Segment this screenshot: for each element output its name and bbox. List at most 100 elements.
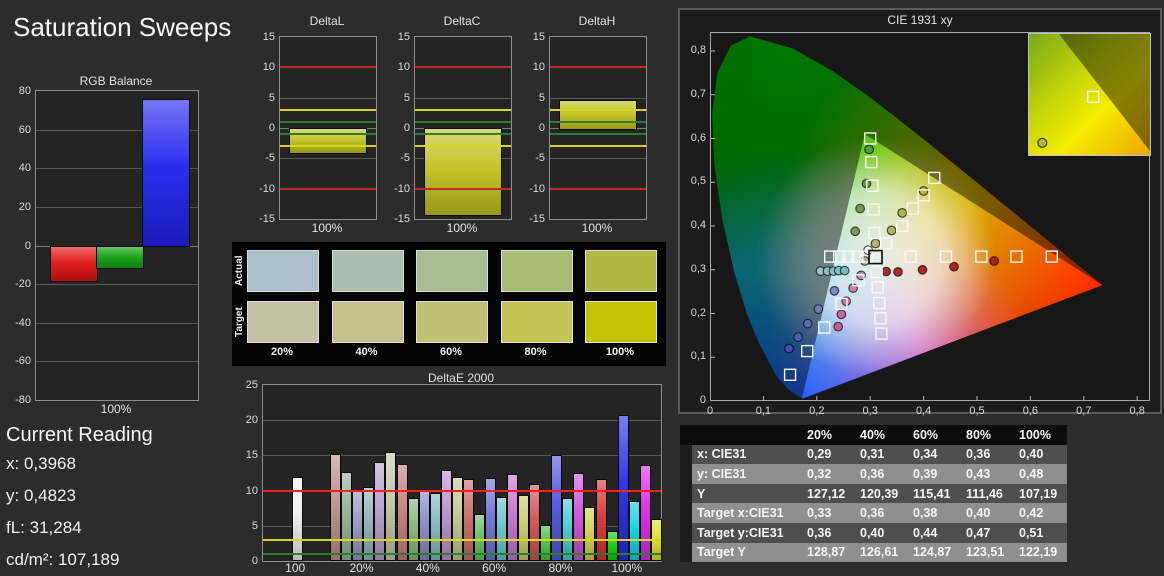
inset-target-point: [1086, 90, 1100, 104]
swatch-comparison-panel: Actual Target 20% 40% 60% 80% 100%: [232, 242, 666, 366]
table-header-row: 20% 40% 60% 80% 100%: [680, 425, 1067, 445]
swatch-target-80%: [500, 301, 573, 343]
delta-e-bar: [463, 478, 475, 561]
gridline: [280, 158, 376, 160]
measurement-point: [802, 318, 813, 329]
y-axis-tick-label: 0: [538, 122, 545, 134]
y-axis-tick-label: 80: [18, 85, 31, 97]
delta-h-title: DeltaH: [578, 14, 616, 28]
gridline: [280, 97, 376, 99]
delta-e-bar: [291, 477, 303, 561]
limit-line: [280, 145, 376, 148]
table-gutter-cell: [680, 483, 692, 504]
measurement-point: [881, 266, 892, 277]
delta-l-title: DeltaL: [309, 14, 345, 28]
swatch-row-label: Actual: [234, 255, 245, 287]
y-axis-tick-label: 10: [262, 61, 275, 74]
table-value-cell: 40%: [855, 425, 908, 445]
table-gutter-cell: [680, 503, 692, 523]
delta-e-group-20%: [329, 385, 397, 561]
measurement-point: [855, 203, 866, 214]
table-label-cell: [692, 425, 802, 445]
limit-line: [550, 66, 646, 69]
limit-line: [263, 489, 661, 492]
gridline: [550, 158, 646, 160]
limit-line: [550, 120, 646, 123]
delta-e-group-label: 100%: [611, 561, 643, 575]
y-axis-tick-label: -15: [529, 213, 545, 225]
table-value-cell: 60%: [908, 425, 961, 445]
page-title: Saturation Sweeps: [13, 12, 232, 42]
delta-e-group-label: 40%: [415, 561, 440, 575]
reading-label-x: x:: [6, 454, 20, 473]
measurement-point: [784, 343, 794, 354]
delta-e-bar: [396, 463, 408, 561]
gridline: [36, 206, 198, 208]
bar: [558, 100, 638, 130]
reading-value-cdm2: 107,189: [57, 550, 120, 569]
delta-c-title: DeltaC: [443, 14, 481, 28]
target-point: [823, 250, 837, 263]
delta-e-bar: [496, 497, 508, 561]
table-value-cell: 0,42: [1014, 503, 1067, 523]
swatch-column-label: 60%: [439, 346, 463, 358]
swatch-actual-80%: [500, 250, 573, 292]
target-point: [860, 250, 873, 263]
table-gutter-cell: [680, 444, 692, 465]
limit-line: [280, 133, 376, 136]
table-gutter-cell: [680, 522, 692, 543]
cie-inset-diagram: [1029, 34, 1150, 155]
red-bar: [49, 245, 98, 283]
delta-e-bar: [551, 454, 563, 561]
table-value-cell: 127,12: [802, 483, 855, 504]
y-axis-tick-label: 5: [268, 91, 275, 104]
limit-line: [550, 108, 646, 111]
table-value-cell: 107,19: [1014, 483, 1067, 504]
gridline: [36, 361, 198, 363]
table-value-cell: 0,51: [1014, 522, 1067, 543]
gridline: [36, 322, 198, 324]
delta-e-groups: [263, 385, 662, 561]
table-value-cell: 0,39: [908, 464, 961, 484]
table-row: y: CIE31 0,32 0,36 0,39 0,43 0,48: [680, 464, 1067, 484]
target-point: [939, 250, 953, 263]
delta-e-group-40%: [396, 385, 463, 561]
delta-e-bar: [474, 513, 486, 561]
current-reading-x: x: 0,3968: [6, 454, 76, 474]
measurement-point: [917, 264, 928, 275]
y-axis-tick-label: 5: [251, 519, 258, 532]
table-value-cell: 0,48: [1014, 464, 1067, 484]
table-value-cell: 0,36: [855, 503, 908, 523]
table-value-cell: 115,41: [908, 483, 961, 504]
delta-e-group-label: 100: [285, 561, 306, 575]
limit-line: [280, 120, 376, 123]
target-point: [863, 132, 877, 145]
target-point: [852, 274, 865, 287]
delta-h-chart: -15 -10 -5 0 5 10 15: [529, 31, 647, 225]
measurement-point: [897, 207, 908, 218]
target-point: [895, 219, 909, 233]
delta-e-bar: [617, 415, 629, 561]
delta-e-bar: [341, 471, 353, 561]
delta-e-bar: [407, 498, 419, 561]
delta-e-bar: [562, 497, 574, 561]
swatch-actual-20%: [247, 250, 319, 292]
y-axis-tick-label: -40: [15, 316, 31, 329]
cie-x-tick-label: 0,6: [1022, 405, 1039, 417]
table-value-cell: 124,87: [908, 542, 961, 563]
cie-y-tick-label: 0,3: [690, 262, 706, 275]
limit-line: [263, 538, 661, 541]
gridline: [263, 420, 661, 422]
cie-y-tick-label: 0,4: [690, 219, 706, 231]
y-axis-tick-label: -20: [15, 278, 31, 291]
measurement-point: [918, 186, 929, 196]
delta-e-bar: [507, 473, 519, 561]
target-point: [1045, 250, 1058, 263]
cie-x-tick-label: 0,1: [755, 405, 772, 417]
y-axis-tick-label: -10: [529, 182, 545, 195]
y-axis-tick-label: 0: [268, 122, 275, 134]
delta-e-bar: [429, 492, 441, 561]
measurement-table: 20% 40% 60% 80% 100% x: CIE31 0,29 0,31 0,34 0,36…: [680, 425, 1067, 563]
delta-e-group-100%: [595, 385, 662, 561]
measurement-point: [836, 309, 847, 320]
